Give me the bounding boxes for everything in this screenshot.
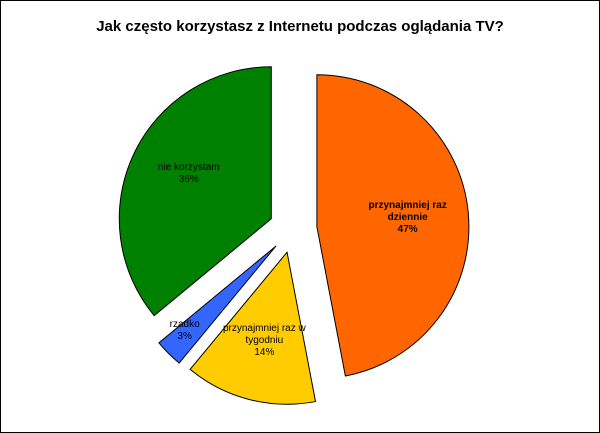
category-label: rzadko (169, 319, 200, 331)
category-label: przynajmniej raz dziennie (368, 200, 447, 224)
category-label: przynajmniej raz w tygodniu (222, 322, 306, 346)
category-label: nie korzystam (157, 161, 220, 173)
pie-slice (118, 66, 272, 317)
pie-slice (189, 251, 317, 405)
value-label: 14% (254, 346, 275, 358)
slice-label: przynajmniej raz dziennie 47% (366, 200, 450, 236)
chart-title: Jak często korzystasz z Internetu podcza… (96, 18, 504, 35)
slice-label: nie korzystam 36% (147, 162, 231, 186)
value-label: 3% (177, 331, 192, 343)
value-label: 47% (397, 224, 418, 236)
slice-label: rzadko 3% (143, 319, 227, 343)
pie-slice (158, 245, 277, 364)
value-label: 36% (178, 173, 199, 185)
slice-label: przynajmniej raz w tygodniu 14% (222, 323, 306, 359)
pie-slice (316, 74, 470, 377)
